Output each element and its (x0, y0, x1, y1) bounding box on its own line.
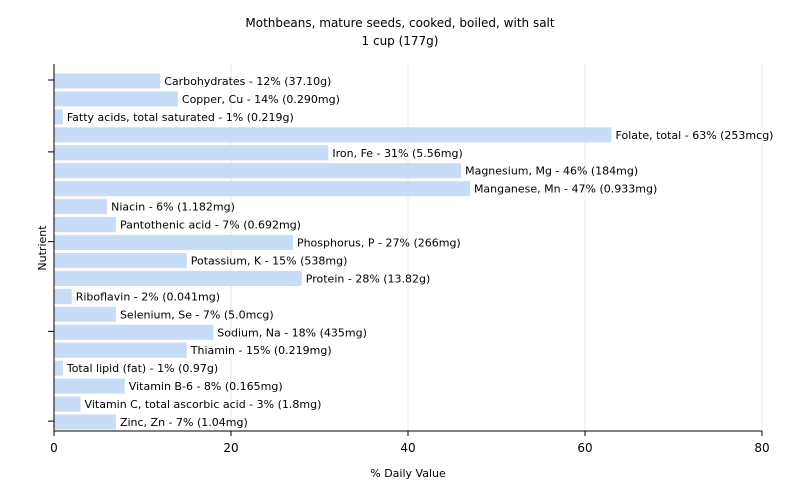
bar (54, 145, 329, 161)
bar-label: Magnesium, Mg - 46% (184mg) (465, 165, 638, 178)
bar (54, 234, 293, 251)
bar-label: Riboflavin - 2% (0.041mg) (76, 290, 220, 303)
x-tick-label: 80 (754, 441, 769, 455)
bar (54, 270, 302, 286)
bar (54, 288, 72, 304)
bar-label: Phosphorus, P - 27% (266mg) (297, 237, 461, 250)
bar (54, 181, 470, 197)
bar (54, 73, 161, 89)
bar (54, 252, 187, 269)
bar-label: Sodium, Na - 18% (435mg) (217, 326, 367, 339)
x-tick-label: 60 (577, 441, 592, 455)
bar-label: Folate, total - 63% (253mcg) (616, 129, 774, 142)
bar-label: Vitamin B-6 - 8% (0.165mg) (129, 380, 283, 393)
chart-title: Mothbeans, mature seeds, cooked, boiled,… (245, 16, 554, 30)
bar-label: Zinc, Zn - 7% (1.04mg) (120, 416, 248, 429)
bar-label: Thiamin - 15% (0.219mg) (190, 344, 332, 357)
x-tick-label: 40 (400, 441, 415, 455)
y-axis-label: Nutrient (36, 225, 49, 271)
bar (54, 199, 108, 215)
bar-label: Vitamin C, total ascorbic acid - 3% (1.8… (85, 398, 322, 411)
bar (54, 414, 116, 430)
bar-label: Protein - 28% (13.82g) (306, 272, 431, 285)
bar (54, 306, 116, 322)
bar (54, 109, 63, 125)
bar (54, 324, 214, 340)
bar-label: Fatty acids, total saturated - 1% (0.219… (67, 111, 294, 124)
bar (54, 378, 125, 394)
x-tick-label: 0 (50, 441, 58, 455)
chart-subtitle: 1 cup (177g) (362, 34, 439, 48)
bar (54, 127, 612, 143)
bar (54, 91, 178, 107)
bar-label: Selenium, Se - 7% (5.0mcg) (120, 308, 274, 321)
bar (54, 163, 462, 179)
bar-label: Total lipid (fat) - 1% (0.97g) (66, 362, 218, 375)
axes: 0 20 40 60 80 (48, 64, 770, 455)
bar-label: Iron, Fe - 31% (5.56mg) (332, 147, 462, 160)
bar-label: Copper, Cu - 14% (0.290mg) (182, 93, 340, 106)
bar (54, 217, 116, 233)
bar-label: Manganese, Mn - 47% (0.933mg) (474, 183, 657, 196)
bar (54, 360, 63, 376)
bar-label: Pantothenic acid - 7% (0.692mg) (120, 219, 301, 232)
x-tick-label: 20 (223, 441, 238, 455)
bar-label: Potassium, K - 15% (538mg) (191, 254, 348, 267)
bar (54, 396, 81, 412)
data-labels: Carbohydrates - 12% (37.10g) Copper, Cu -… (66, 75, 774, 429)
bar-label: Carbohydrates - 12% (37.10g) (164, 75, 331, 88)
bar (54, 342, 187, 358)
bar-label: Niacin - 6% (1.182mg) (111, 201, 235, 214)
x-axis-label: % Daily Value (370, 467, 446, 480)
bars (54, 73, 612, 430)
